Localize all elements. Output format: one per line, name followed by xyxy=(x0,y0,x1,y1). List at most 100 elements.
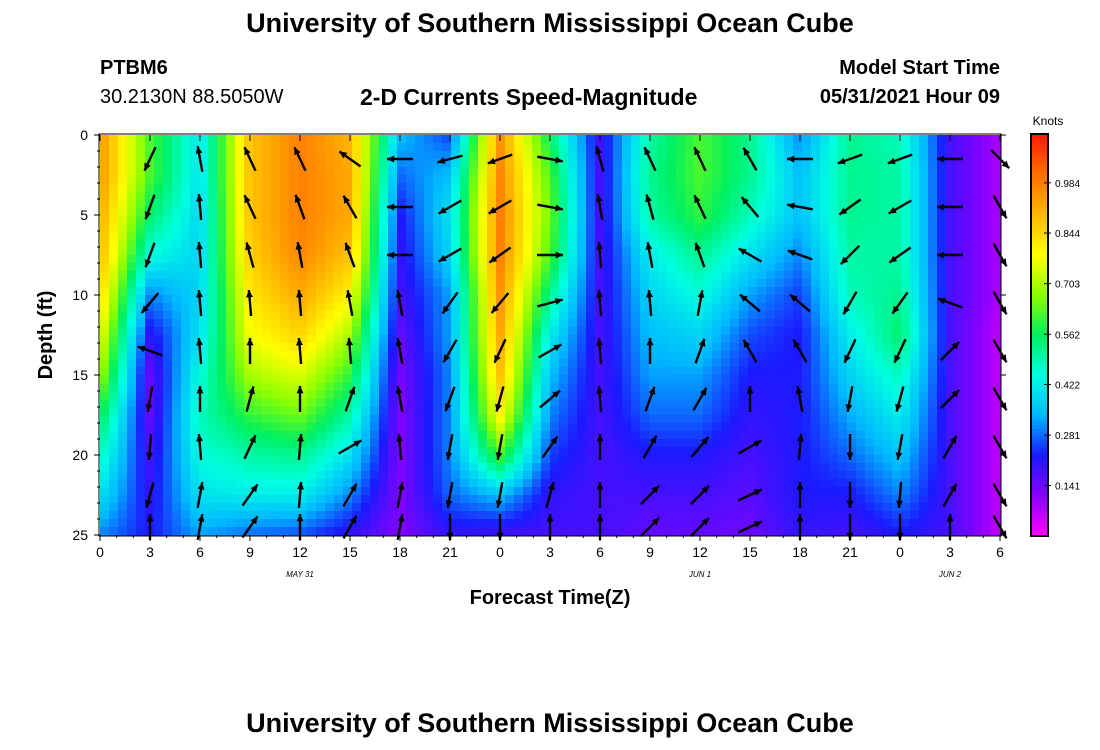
heat-cell xyxy=(703,519,713,528)
heat-cell xyxy=(928,455,938,464)
heat-cell xyxy=(154,415,164,424)
heat-cell xyxy=(838,367,848,376)
heat-cell xyxy=(568,391,578,400)
heat-cell xyxy=(775,263,785,272)
heat-cell xyxy=(496,231,506,240)
heat-cell xyxy=(712,479,722,488)
heat-cell xyxy=(325,375,335,384)
heat-cell xyxy=(667,391,677,400)
heat-cell xyxy=(487,519,497,528)
heat-cell xyxy=(748,311,758,320)
heat-cell xyxy=(973,263,983,272)
heat-cell xyxy=(667,207,677,216)
heat-cell xyxy=(352,167,362,176)
heat-cell xyxy=(631,463,641,472)
heat-cell xyxy=(856,463,866,472)
heat-cell xyxy=(118,255,128,264)
heat-cell xyxy=(451,519,461,528)
heat-cell xyxy=(415,255,425,264)
heat-cell xyxy=(298,511,308,520)
heat-cell xyxy=(658,471,668,480)
heat-cell xyxy=(199,527,209,536)
heat-cell xyxy=(712,151,722,160)
heat-cell xyxy=(217,375,227,384)
heat-cell xyxy=(478,391,488,400)
heat-cell xyxy=(190,415,200,424)
heat-cell xyxy=(775,231,785,240)
heat-cell xyxy=(352,519,362,528)
heat-cell xyxy=(505,239,515,248)
heat-cell xyxy=(946,479,956,488)
heat-cell xyxy=(712,319,722,328)
heat-cell xyxy=(757,143,767,152)
heat-cell xyxy=(721,431,731,440)
heat-cell xyxy=(703,367,713,376)
heat-cell xyxy=(739,423,749,432)
heat-cell xyxy=(694,431,704,440)
heat-cell xyxy=(433,479,443,488)
heat-cell xyxy=(460,463,470,472)
heat-cell xyxy=(721,335,731,344)
heat-cell xyxy=(253,335,263,344)
heat-cell xyxy=(568,207,578,216)
heat-cell xyxy=(820,439,830,448)
heat-cell xyxy=(883,151,893,160)
heat-cell xyxy=(316,183,326,192)
heat-cell xyxy=(307,471,317,480)
heat-cell xyxy=(487,447,497,456)
heat-cell xyxy=(883,527,893,536)
heat-cell xyxy=(163,359,173,368)
heat-cell xyxy=(856,183,866,192)
heat-cell xyxy=(181,383,191,392)
heat-cell xyxy=(865,423,875,432)
heat-cell xyxy=(811,207,821,216)
heat-cell xyxy=(298,183,308,192)
heat-cell xyxy=(820,247,830,256)
heat-cell xyxy=(919,367,929,376)
heat-cell xyxy=(469,167,479,176)
heat-cell xyxy=(370,391,380,400)
heat-cell xyxy=(199,143,209,152)
heat-cell xyxy=(154,287,164,296)
heat-cell xyxy=(919,399,929,408)
heat-cell xyxy=(118,295,128,304)
heat-cell xyxy=(721,279,731,288)
heat-cell xyxy=(415,135,425,144)
heat-cell xyxy=(478,503,488,512)
heat-cell xyxy=(523,175,533,184)
heat-cell xyxy=(991,343,1001,352)
heat-cell xyxy=(991,183,1001,192)
heat-cell xyxy=(109,375,119,384)
heat-cell xyxy=(226,359,236,368)
heat-cell xyxy=(163,399,173,408)
heat-cell xyxy=(739,487,749,496)
heat-cell xyxy=(505,407,515,416)
heat-cell xyxy=(676,271,686,280)
heat-cell xyxy=(802,239,812,248)
heat-cell xyxy=(541,423,551,432)
heat-cell xyxy=(316,511,326,520)
heat-cell xyxy=(307,327,317,336)
heat-cell xyxy=(532,423,542,432)
heat-cell xyxy=(460,487,470,496)
heat-cell xyxy=(568,175,578,184)
heat-cell xyxy=(316,263,326,272)
heat-cell xyxy=(109,199,119,208)
heat-cell xyxy=(856,335,866,344)
heat-cell xyxy=(586,391,596,400)
heat-cell xyxy=(217,199,227,208)
heat-cell xyxy=(316,351,326,360)
heat-cell xyxy=(856,223,866,232)
heat-cell xyxy=(325,423,335,432)
heat-cell xyxy=(820,311,830,320)
heat-cell xyxy=(703,247,713,256)
heat-cell xyxy=(721,183,731,192)
heat-cell xyxy=(685,303,695,312)
heat-cell xyxy=(154,231,164,240)
heat-cell xyxy=(406,511,416,520)
heat-cell xyxy=(496,159,506,168)
heat-cell xyxy=(721,303,731,312)
heat-cell xyxy=(829,367,839,376)
heat-cell xyxy=(694,207,704,216)
heat-cell xyxy=(127,295,137,304)
